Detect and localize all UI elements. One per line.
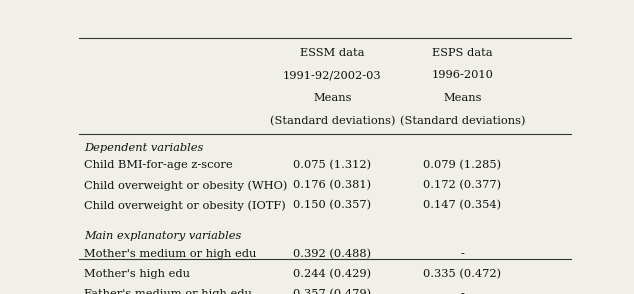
Text: -: - (460, 289, 465, 294)
Text: 0.147 (0.354): 0.147 (0.354) (424, 200, 501, 211)
Text: Child overweight or obesity (WHO): Child overweight or obesity (WHO) (84, 180, 288, 191)
Text: 0.172 (0.377): 0.172 (0.377) (424, 180, 501, 191)
Text: Means: Means (313, 93, 351, 103)
Text: Mother's high edu: Mother's high edu (84, 269, 190, 279)
Text: Main explanatory variables: Main explanatory variables (84, 231, 242, 241)
Text: 1991-92/2002-03: 1991-92/2002-03 (283, 70, 382, 80)
Text: 0.150 (0.357): 0.150 (0.357) (294, 200, 372, 211)
Text: Child BMI-for-age z-score: Child BMI-for-age z-score (84, 160, 233, 170)
Text: ESPS data: ESPS data (432, 48, 493, 58)
Text: 0.244 (0.429): 0.244 (0.429) (294, 269, 372, 279)
Text: 0.176 (0.381): 0.176 (0.381) (294, 180, 372, 191)
Text: (Standard deviations): (Standard deviations) (400, 116, 525, 126)
Text: 0.357 (0.479): 0.357 (0.479) (294, 289, 372, 294)
Text: (Standard deviations): (Standard deviations) (269, 116, 395, 126)
Text: 0.075 (1.312): 0.075 (1.312) (294, 160, 372, 171)
Text: Means: Means (443, 93, 482, 103)
Text: ESSM data: ESSM data (300, 48, 365, 58)
Text: 0.079 (1.285): 0.079 (1.285) (424, 160, 501, 171)
Text: Child overweight or obesity (IOTF): Child overweight or obesity (IOTF) (84, 200, 286, 211)
Text: 1996-2010: 1996-2010 (432, 70, 493, 80)
Text: 0.392 (0.488): 0.392 (0.488) (294, 249, 372, 259)
Text: Father's medium or high edu: Father's medium or high edu (84, 289, 252, 294)
Text: -: - (460, 249, 465, 259)
Text: Mother's medium or high edu: Mother's medium or high edu (84, 249, 257, 259)
Text: Dependent variables: Dependent variables (84, 143, 204, 153)
Text: 0.335 (0.472): 0.335 (0.472) (424, 269, 501, 279)
